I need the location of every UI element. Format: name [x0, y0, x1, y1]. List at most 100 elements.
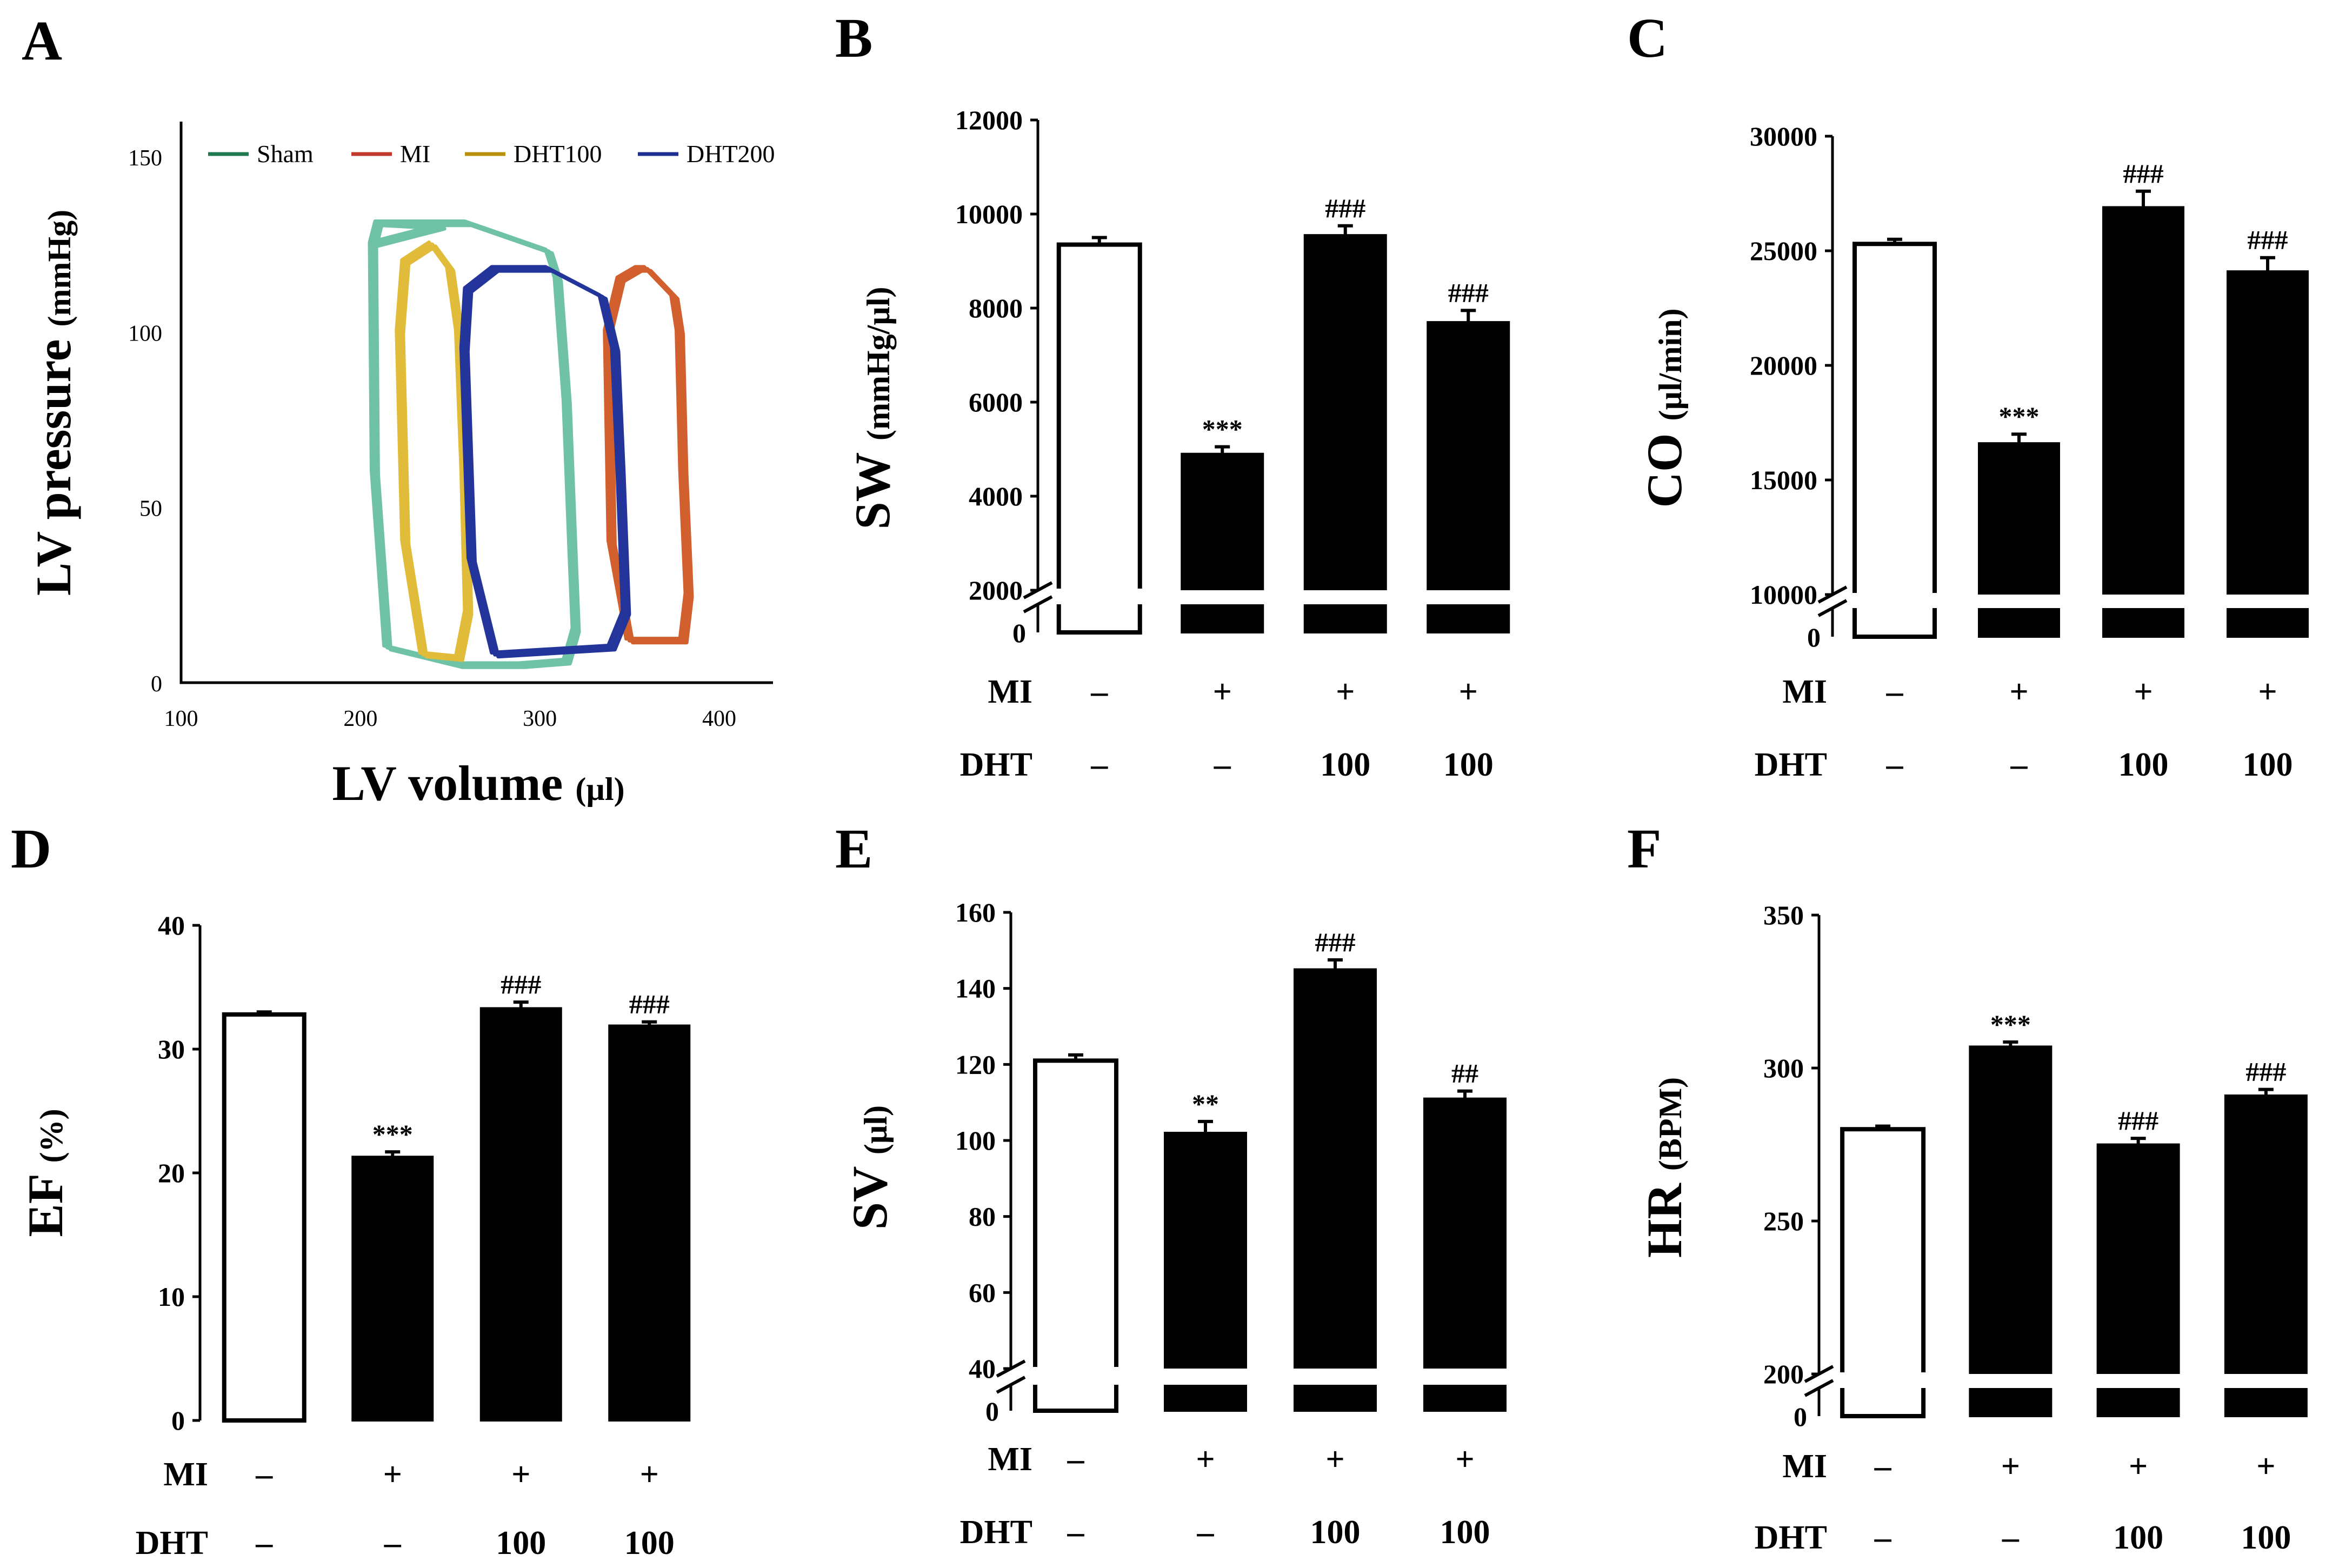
bar-4: [2224, 1094, 2308, 1417]
mi-value: –: [1067, 1441, 1085, 1478]
panel-letter-a: A: [22, 10, 62, 72]
significance-mark: ###: [2248, 225, 2288, 255]
y-axis-label-text: SW: [845, 441, 900, 530]
panel-e: E 0 40 60 80 100 120 140 160 SV (µl) – – ** + – ### +100…: [835, 818, 1511, 1551]
mi-row-label: MI: [1782, 673, 1827, 710]
error-bar: [1887, 237, 1902, 244]
mi-value: +: [2134, 673, 2153, 710]
ytick-label: 60: [969, 1277, 996, 1307]
bar-2: [1164, 1131, 1247, 1412]
panel-a-xtick: 300: [523, 706, 557, 731]
significance-mark: ###: [501, 969, 541, 999]
significance-mark: ***: [1999, 401, 2040, 431]
legend-label: DHT200: [687, 140, 775, 168]
y-axis-label-text: CO: [1637, 421, 1692, 508]
mi-value: +: [2001, 1448, 2020, 1485]
bar-1: [1852, 242, 1937, 639]
error-bar: [642, 1020, 657, 1026]
legend-label: DHT100: [514, 140, 602, 168]
ytick-label: 160: [955, 897, 996, 928]
ytick-label: 30000: [1750, 121, 1817, 151]
ytick-zero: 0: [985, 1396, 999, 1426]
ytick-label: 0: [171, 1405, 185, 1436]
ytick-label: 12000: [955, 105, 1023, 135]
dht-row-label: DHT: [1755, 746, 1827, 783]
bar-3: [2102, 206, 2184, 638]
panel-a-ytick: 150: [128, 146, 162, 171]
mi-value: –: [1874, 1448, 1892, 1485]
panel-a-ylabel-text: LV pressure: [26, 326, 81, 596]
dht-row-label: DHT: [960, 1514, 1032, 1551]
ytick-label: 4000: [969, 481, 1023, 511]
dht-row-label: DHT: [960, 746, 1032, 783]
panel-a-ytick: 0: [151, 672, 162, 697]
bar-3: [1294, 968, 1377, 1412]
bar-break-gap: [2220, 1374, 2312, 1388]
error-bar: [1091, 236, 1107, 245]
ytick-label: 2000: [969, 575, 1023, 605]
mi-row-label: MI: [988, 1441, 1032, 1478]
significance-mark: ***: [1990, 1009, 2031, 1039]
significance-mark: ***: [372, 1119, 413, 1149]
dht-value: 100: [2243, 746, 2293, 783]
y-axis-label-text: HR: [1637, 1171, 1692, 1258]
bar-1: [222, 1012, 306, 1423]
panel-a: A 0 50 100 150 100 200 300 400 LV pressure (mmHg)…: [22, 10, 775, 811]
dht-value: 100: [496, 1525, 546, 1562]
bar-break-gap: [1974, 595, 2064, 608]
dht-value: –: [1874, 1519, 1892, 1556]
ytick-label: 140: [955, 973, 996, 1004]
significance-mark: ###: [2245, 1057, 2286, 1087]
error-bar: [1328, 958, 1343, 970]
dht-value: 100: [2241, 1519, 2291, 1556]
error-bar: [385, 1150, 401, 1157]
mi-row-label: MI: [1782, 1448, 1827, 1485]
mi-value: –: [255, 1456, 273, 1493]
mi-value: +: [1196, 1441, 1215, 1478]
ytick-label: 40: [969, 1353, 996, 1384]
bar-break-gap: [1159, 1369, 1251, 1385]
significance-mark: ***: [1202, 414, 1243, 444]
mi-row-label: MI: [988, 673, 1032, 710]
significance-mark: ###: [1315, 927, 1356, 957]
mi-value: +: [511, 1456, 530, 1493]
panel-letter-c: C: [1627, 7, 1668, 69]
ytick-label: 350: [1763, 900, 1804, 930]
panel-a-xlabel-text: LV volume: [332, 756, 575, 811]
y-axis-label: CO (µl/min): [1637, 309, 1692, 508]
y-axis-label-unit: (mmHg/µl): [861, 286, 896, 441]
error-bar: [2003, 1040, 2018, 1047]
bar-4: [1427, 321, 1510, 633]
panel-a-xtick: 100: [164, 706, 198, 731]
ytick-label: 300: [1763, 1053, 1804, 1083]
dht-value: –: [1886, 746, 1904, 783]
error-bar: [2011, 432, 2027, 444]
error-bar: [1337, 224, 1353, 236]
bar-break-gap: [1299, 590, 1391, 604]
mi-value: +: [640, 1456, 659, 1493]
error-bar: [2130, 1137, 2146, 1145]
bar-break-gap: [2092, 1374, 2184, 1388]
ytick-zero: 0: [1012, 618, 1026, 648]
ytick-zero: 0: [1807, 622, 1821, 652]
panel-letter-b: B: [835, 7, 872, 69]
bar-break-gap: [2098, 595, 2189, 608]
bar-break-gap: [1849, 595, 1940, 608]
error-bar: [1068, 1053, 1083, 1061]
dht-value: 100: [624, 1525, 675, 1562]
panel-a-xtick: 400: [702, 706, 736, 731]
bar-break-gap: [1837, 1374, 1929, 1388]
y-axis-label-text: SV: [842, 1155, 897, 1230]
panel-f: F 0 200 250 300 350 HR (BPM) – – *** + – ### +100 ### +…: [1627, 818, 2312, 1556]
ytick-label: 100: [955, 1125, 996, 1156]
mi-value: +: [2258, 673, 2277, 710]
ytick-label: 25000: [1750, 236, 1817, 266]
dht-value: –: [255, 1525, 273, 1562]
bar-4: [608, 1024, 691, 1422]
ytick-label: 8000: [969, 293, 1023, 323]
mi-value: +: [1455, 1441, 1474, 1478]
ytick-label: 10000: [955, 199, 1023, 229]
ytick-label: 40: [158, 910, 185, 940]
y-axis-label-unit: (µl/min): [1652, 309, 1688, 421]
